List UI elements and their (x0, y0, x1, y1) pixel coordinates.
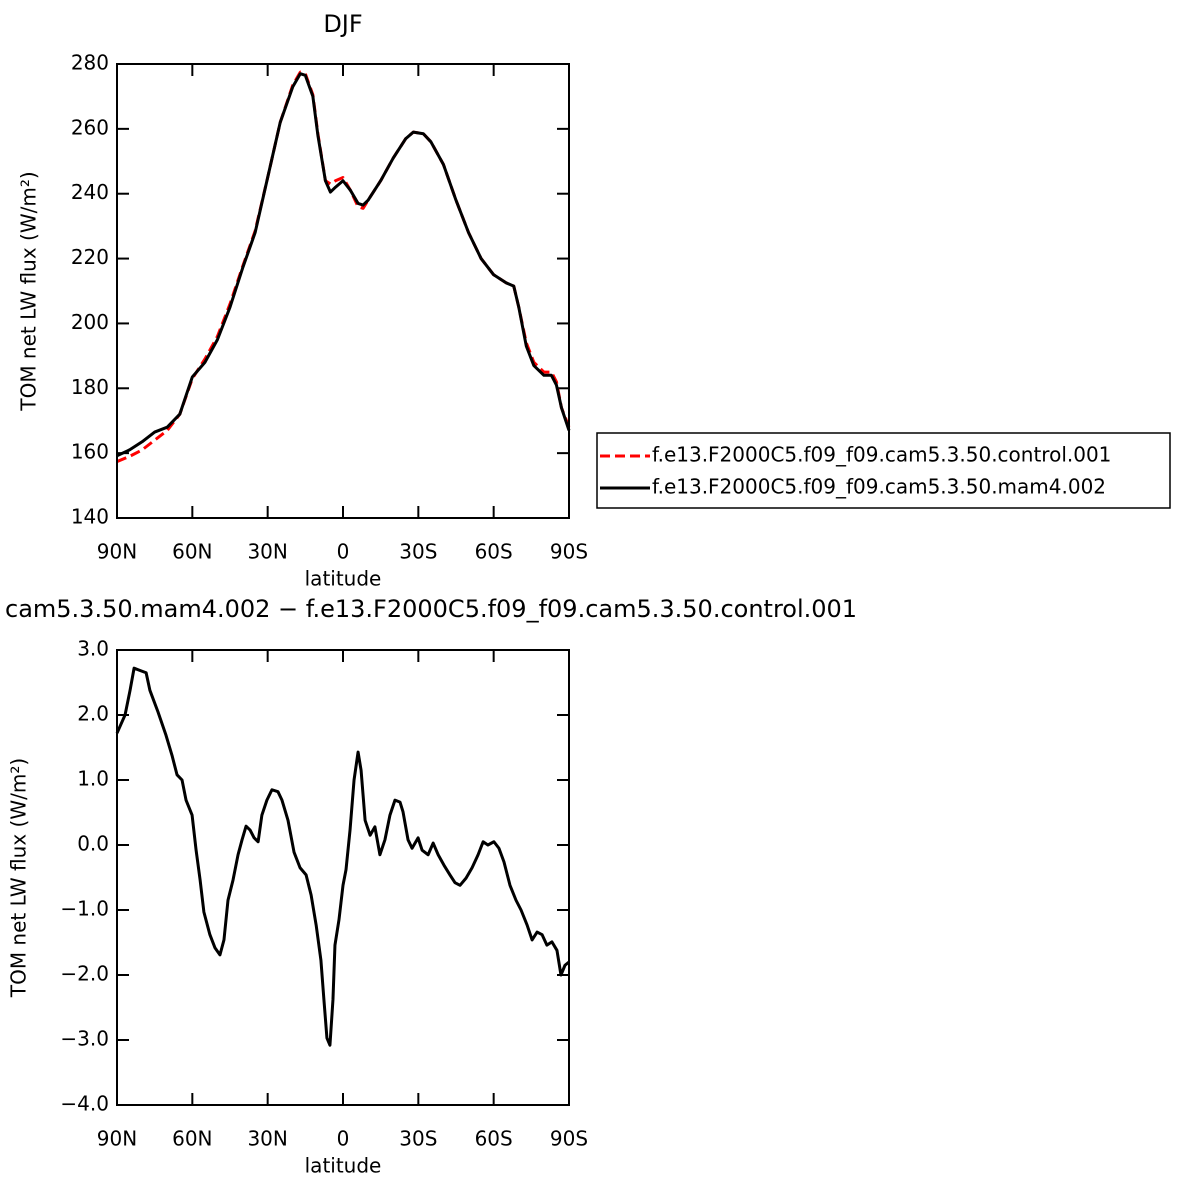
x-tick-label: 0 (337, 1127, 350, 1151)
y-tick-label: 1.0 (77, 767, 109, 791)
y-tick-label: 280 (71, 51, 109, 75)
y-tick-label: 2.0 (77, 702, 109, 726)
data-line (115, 666, 570, 1047)
x-tick-label: 90S (550, 1127, 588, 1151)
plot-frame (116, 649, 570, 1106)
x-tick-label: 30S (399, 540, 437, 564)
x-tick-label: 60S (475, 540, 513, 564)
data-line (116, 72, 571, 458)
x-tick-label: 30S (399, 1127, 437, 1151)
y-axis-label: TOM net LW flux (W/m²) (7, 758, 31, 998)
y-axis-label: TOM net LW flux (W/m²) (17, 171, 41, 411)
legend-label: f.e13.F2000C5.f09_f09.cam5.3.50.mam4.002 (652, 475, 1106, 499)
x-tick-label: 90N (97, 540, 137, 564)
y-tick-label: 240 (71, 180, 109, 204)
x-tick-label: 90S (550, 540, 588, 564)
y-tick-label: 260 (71, 115, 109, 139)
x-tick-label: 60N (172, 540, 212, 564)
x-axis-label: latitude (305, 1154, 382, 1178)
y-tick-label: 0.0 (77, 832, 109, 856)
y-tick-label: −1.0 (60, 897, 109, 921)
legend-label: f.e13.F2000C5.f09_f09.cam5.3.50.control.… (652, 443, 1111, 467)
chart-title: cam5.3.50.mam4.002 − f.e13.F2000C5.f09_f… (5, 595, 857, 623)
y-tick-label: 180 (71, 375, 109, 399)
legend-box (596, 432, 1171, 509)
x-axis-label: latitude (305, 567, 382, 591)
y-tick-label: 140 (71, 505, 109, 529)
x-tick-label: 0 (337, 540, 350, 564)
y-tick-label: 220 (71, 245, 109, 269)
x-tick-label: 60S (475, 1127, 513, 1151)
chart-title: DJF (323, 10, 362, 38)
x-tick-label: 60N (172, 1127, 212, 1151)
x-tick-label: 90N (97, 1127, 137, 1151)
y-tick-label: −4.0 (60, 1092, 109, 1116)
y-tick-label: 160 (71, 440, 109, 464)
y-tick-label: −2.0 (60, 962, 109, 986)
x-tick-label: 30N (247, 540, 287, 564)
y-tick-label: 3.0 (77, 637, 109, 661)
y-tick-label: 200 (71, 310, 109, 334)
x-tick-label: 30N (247, 1127, 287, 1151)
y-tick-label: −3.0 (60, 1027, 109, 1051)
plot-frame (116, 63, 570, 519)
